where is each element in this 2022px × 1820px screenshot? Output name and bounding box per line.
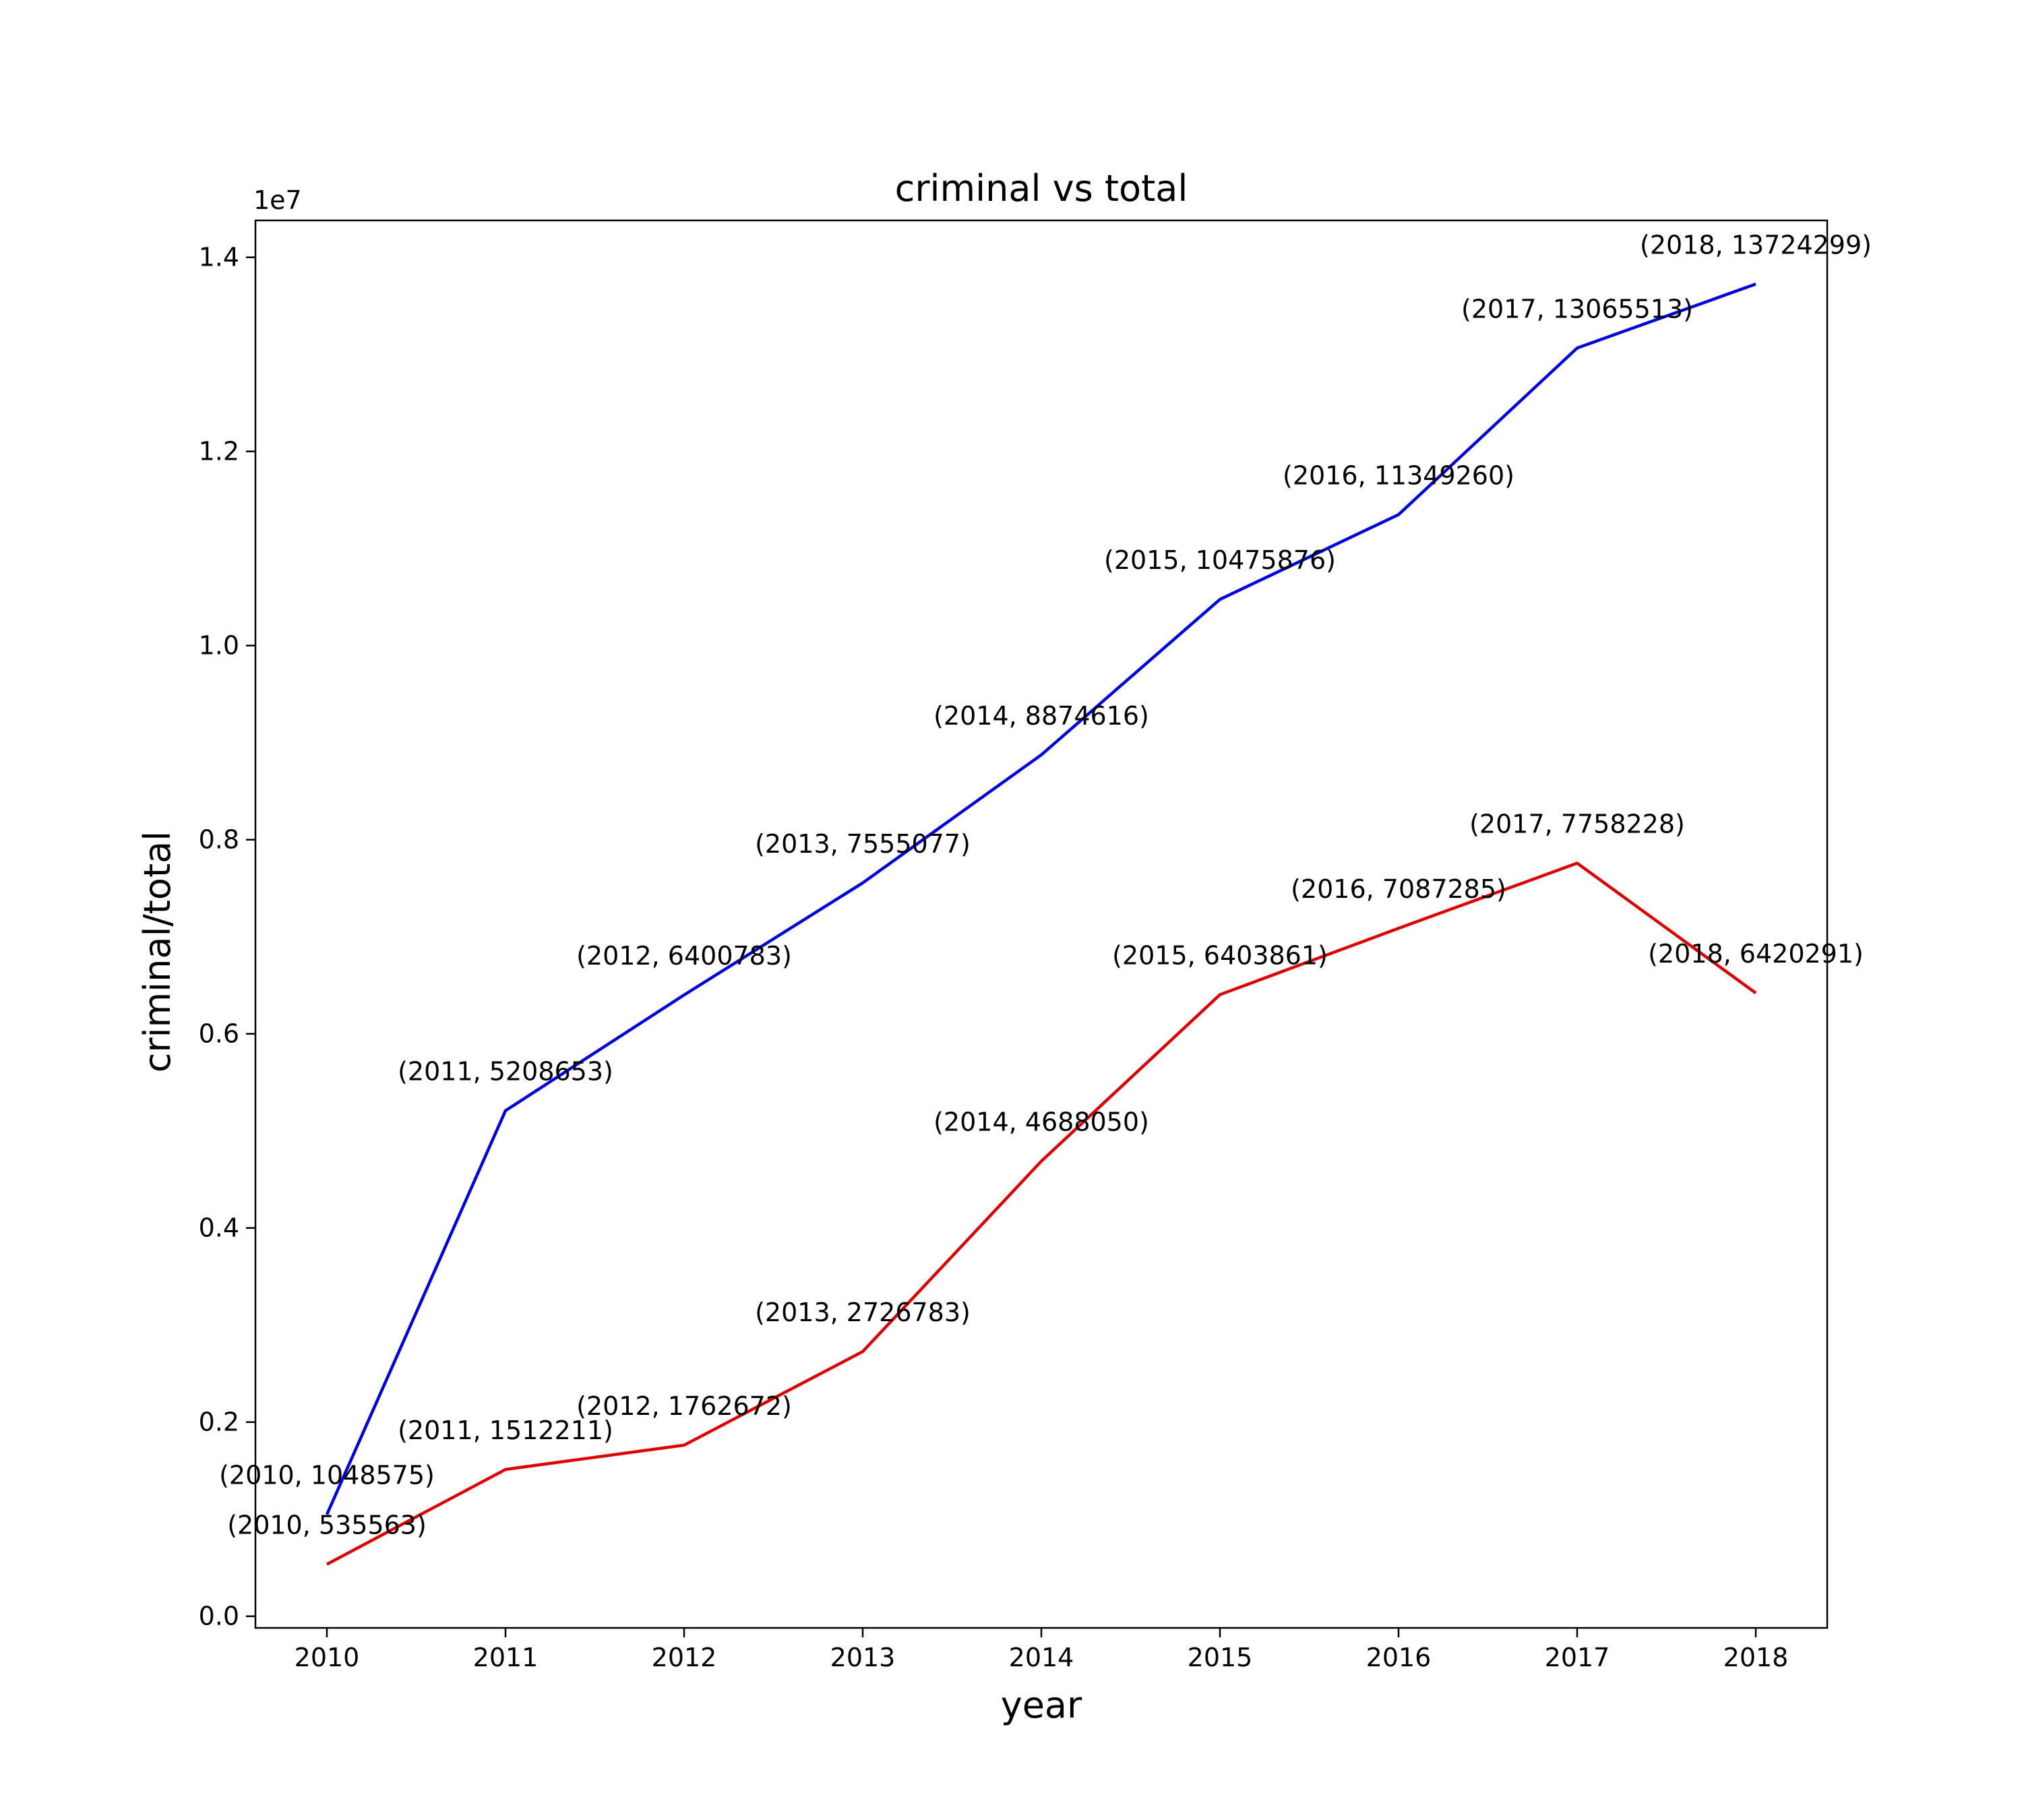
y-tick-label: 0.8 (199, 825, 239, 855)
series-line-1 (325, 282, 1756, 1515)
chart-title: criminal vs total (895, 167, 1188, 210)
x-tick-label: 2015 (1188, 1643, 1253, 1672)
x-tick-label: 2014 (1009, 1643, 1074, 1672)
data-label: (2018, 6420291) (1648, 939, 1864, 969)
x-tick-label: 2010 (295, 1643, 360, 1672)
data-label: (2011, 1512211) (398, 1416, 613, 1445)
x-tick-label: 2012 (652, 1643, 717, 1672)
y-axis: 0.0 0.2 0.4 0.6 0.8 1.0 1.2 1.4 (199, 243, 255, 1631)
plot-area-frame (254, 219, 1829, 1629)
y-tick-label: 0.6 (199, 1019, 239, 1049)
x-axis-title: year (1001, 1684, 1082, 1726)
data-label: (2012, 6400783) (576, 941, 792, 971)
x-tick-label: 2018 (1723, 1643, 1789, 1672)
x-tick-label: 2011 (473, 1643, 539, 1672)
series-line-2 (326, 861, 1757, 1566)
data-label: (2015, 10475876) (1104, 545, 1336, 575)
data-label: (2016, 7087285) (1291, 874, 1506, 904)
data-label: (2010, 1048575) (219, 1461, 435, 1490)
series-layer (325, 282, 1757, 1566)
y-tick-label: 1.0 (199, 631, 239, 661)
y-tick-label: 1.4 (199, 243, 239, 272)
data-label: (2011, 5208653) (398, 1057, 613, 1087)
x-axis: 2010 2011 2012 2013 2014 2015 2016 2017 2018 (295, 1628, 1789, 1672)
data-label: (2014, 4688050) (933, 1108, 1149, 1137)
data-label: (2012, 1762672) (576, 1391, 792, 1421)
data-label: (2013, 2726783) (755, 1298, 971, 1327)
data-label: (2015, 6403861) (1112, 941, 1328, 971)
y-tick-label: 0.2 (199, 1407, 239, 1437)
y-axis-offset-label: 1e7 (253, 185, 302, 215)
data-label: (2013, 7555077) (755, 829, 971, 859)
y-tick-label: 0.0 (199, 1602, 239, 1631)
data-label: (2010, 535563) (227, 1511, 427, 1540)
data-label: (2017, 7758228) (1469, 810, 1685, 839)
data-labels: (2010, 1048575) (2011, 5208653) (2012, 640… (219, 230, 1872, 1540)
data-label: (2018, 13724299) (1640, 230, 1872, 260)
x-tick-label: 2017 (1545, 1643, 1610, 1672)
y-tick-label: 1.2 (199, 437, 239, 466)
x-tick-label: 2013 (830, 1643, 896, 1672)
y-tick-label: 0.4 (199, 1213, 239, 1243)
x-tick-label: 2016 (1366, 1643, 1432, 1672)
y-axis-title: criminal/total (136, 831, 179, 1073)
data-label: (2014, 8874616) (933, 701, 1149, 731)
data-label: (2016, 11349260) (1283, 460, 1514, 490)
data-label: (2017, 13065513) (1461, 294, 1693, 324)
